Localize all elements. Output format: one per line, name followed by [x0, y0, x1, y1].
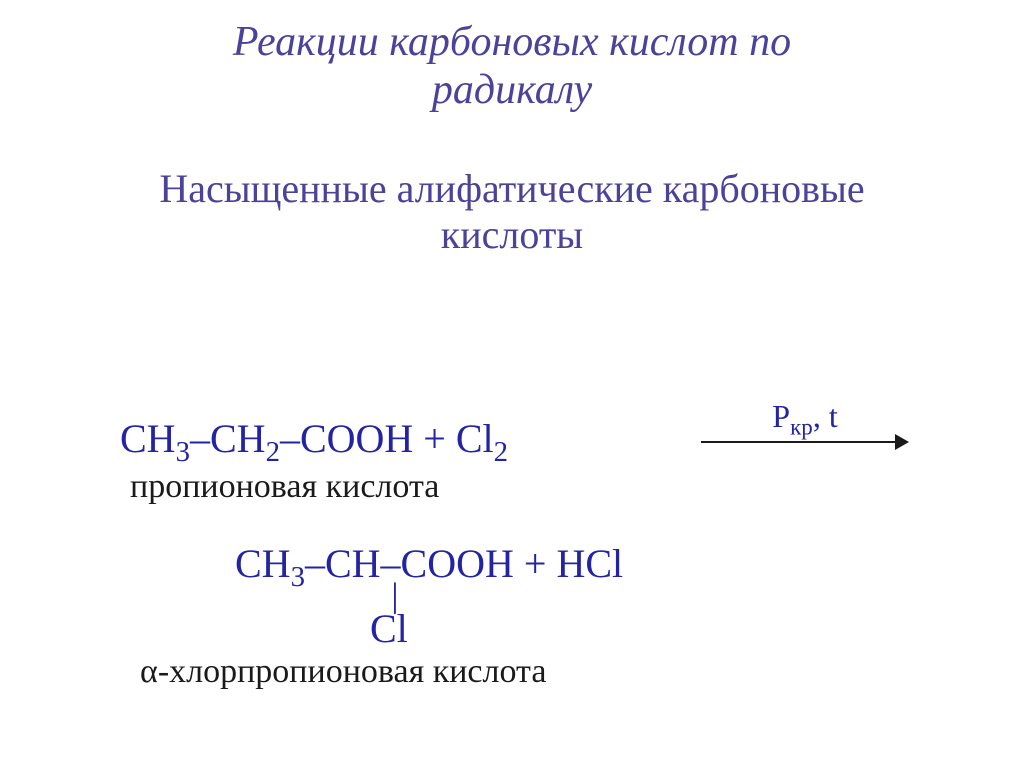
- arrow-condition: Ркр, t: [690, 398, 920, 435]
- arrow-shaft: [701, 441, 899, 443]
- subtitle-line2: кислоты: [441, 212, 583, 257]
- arrow-icon: [701, 431, 909, 453]
- reactant-formula: СН3–СН2–СООН + Сl2: [120, 415, 508, 462]
- product-substituent: Cl: [370, 605, 408, 652]
- title-line2: радикалу: [432, 67, 592, 113]
- title-line1: Реакции карбоновых кислот по: [233, 19, 791, 65]
- slide: Реакции карбоновых кислот по радикалу На…: [0, 0, 1024, 767]
- product-label: α-хлорпропионовая кислота: [140, 653, 546, 691]
- subtitle-line1: Насыщенные алифатические карбоновые: [159, 166, 864, 211]
- reactant-label: пропионовая кислота: [130, 468, 439, 506]
- slide-title: Реакции карбоновых кислот по радикалу: [0, 18, 1024, 115]
- slide-subtitle: Насыщенные алифатические карбоновые кисл…: [0, 166, 1024, 258]
- arrow-head: [895, 434, 909, 450]
- product-formula: CH3–CH–COOH + HCl: [235, 540, 623, 587]
- reaction-arrow-block: Ркр, t: [690, 398, 920, 453]
